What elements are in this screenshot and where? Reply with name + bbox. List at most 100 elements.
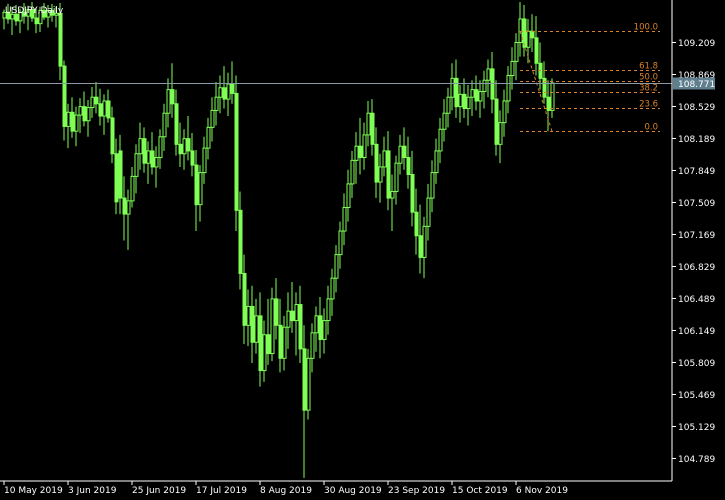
candle-body	[18, 11, 23, 22]
candle	[138, 122, 143, 170]
x-tick-label: 15 Oct 2019	[452, 486, 508, 496]
candle-body	[338, 230, 343, 256]
candle	[178, 122, 183, 167]
candle	[226, 72, 231, 117]
candle	[538, 42, 543, 90]
candle	[90, 86, 95, 118]
candle	[310, 323, 315, 373]
candle	[454, 59, 459, 118]
candle-body	[426, 197, 431, 227]
candle	[534, 16, 539, 76]
candle	[174, 89, 179, 156]
candle	[342, 193, 347, 246]
x-tick-label: 23 Sep 2019	[388, 486, 445, 496]
candle-body	[350, 159, 355, 185]
candle	[86, 100, 91, 137]
candle-body	[230, 83, 235, 94]
candle	[102, 94, 107, 135]
candle-body	[86, 107, 91, 122]
y-tick-label: 107.509	[678, 199, 715, 209]
y-tick-label: 105.129	[678, 423, 715, 433]
candle-body	[290, 310, 295, 322]
candle	[370, 99, 375, 156]
x-tick-label: 17 Jul 2019	[196, 486, 247, 496]
candle	[262, 320, 267, 382]
candle	[414, 188, 419, 255]
candle	[458, 84, 463, 123]
candle-body	[198, 172, 203, 206]
candle	[358, 117, 363, 175]
current-price-marker: 108.771	[673, 77, 715, 90]
y-tick-label: 107.849	[678, 167, 715, 177]
candle-body	[394, 162, 399, 192]
candle	[402, 127, 407, 170]
candle-body	[314, 315, 319, 334]
candle-body	[134, 153, 139, 177]
candle	[470, 80, 475, 117]
candle-body	[278, 324, 283, 359]
candle-body	[174, 103, 179, 145]
candle	[326, 285, 331, 335]
fibonacci-retracement[interactable]: 100.0 61.850.038.2 23.6 0.0	[519, 23, 660, 133]
candle	[242, 254, 247, 345]
candle-body	[514, 42, 519, 62]
candle	[426, 183, 431, 241]
candle-body	[250, 305, 255, 343]
x-tick-label: 10 May 2019	[4, 486, 63, 496]
candle-body	[486, 68, 491, 81]
candle-body	[506, 75, 511, 102]
candle	[486, 59, 491, 98]
candle-body	[410, 173, 415, 213]
candle-body	[438, 128, 443, 152]
candle	[206, 117, 211, 160]
candle-body	[142, 138, 147, 164]
candle	[530, 14, 535, 52]
y-tick-label: 108.529	[678, 103, 715, 113]
candle-body	[546, 96, 551, 111]
candle	[322, 308, 327, 354]
fib-level-label: 38.2	[639, 84, 658, 94]
candle-body	[322, 320, 327, 340]
y-tick-label: 108.189	[678, 135, 715, 145]
candle	[462, 78, 467, 118]
chart-title: USDJPY,Daily	[5, 6, 64, 16]
candle-body	[510, 60, 515, 77]
candle-body	[22, 11, 27, 17]
candle-body	[414, 211, 419, 237]
candle	[198, 165, 203, 222]
candle-body	[382, 150, 387, 168]
candle-body	[58, 12, 63, 67]
candle-body	[94, 96, 99, 105]
candle	[74, 106, 79, 147]
candle	[254, 298, 259, 354]
candle-body	[70, 111, 75, 132]
candle	[550, 78, 555, 118]
candle-body	[474, 89, 479, 102]
candle-body	[146, 150, 151, 164]
candle-body	[406, 157, 411, 175]
candle-body	[6, 11, 11, 20]
candle	[110, 106, 115, 164]
candle-body	[158, 136, 163, 159]
candle	[466, 84, 471, 126]
candle-body	[386, 150, 391, 199]
candle	[258, 292, 263, 387]
candle	[94, 82, 99, 114]
candle-body	[114, 153, 119, 203]
candle	[350, 150, 355, 199]
candle-body	[550, 82, 555, 111]
candle-body	[46, 9, 51, 18]
candle	[478, 80, 483, 118]
candle	[114, 138, 119, 215]
candle	[18, 8, 23, 34]
candle-body	[66, 111, 71, 127]
candle	[142, 127, 147, 173]
candle	[338, 221, 343, 269]
candle-body	[222, 87, 227, 100]
candle-body	[126, 200, 131, 215]
current-price-label: 108.771	[678, 80, 715, 90]
candle	[46, 4, 51, 28]
candle-body	[362, 134, 367, 159]
candle-body	[458, 93, 463, 108]
candle-body	[122, 197, 127, 215]
